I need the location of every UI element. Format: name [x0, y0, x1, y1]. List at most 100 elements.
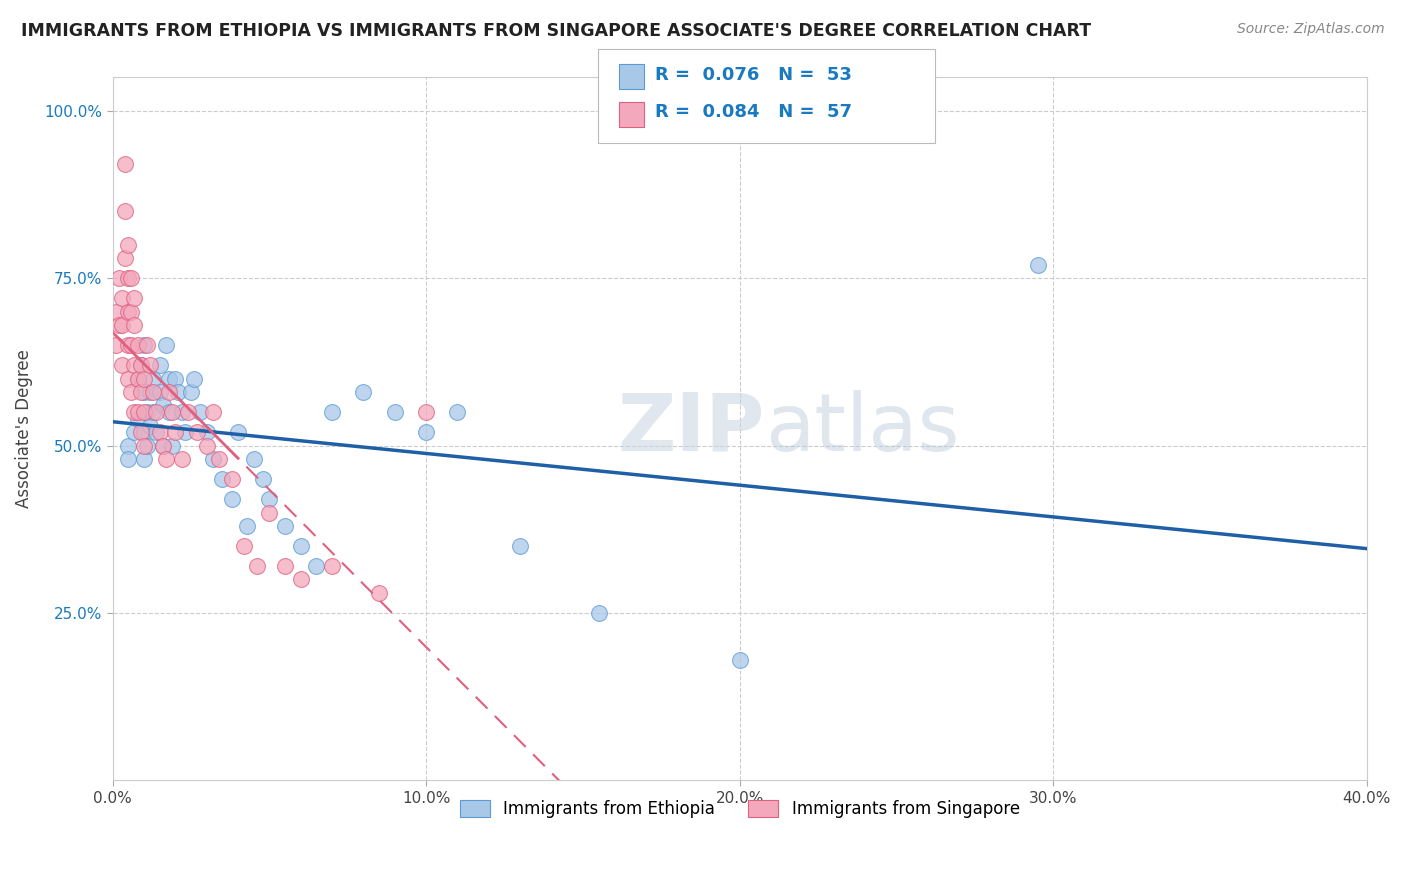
Point	[152, 439, 174, 453]
Point	[368, 586, 391, 600]
Point	[509, 539, 531, 553]
Point	[132, 405, 155, 419]
Point	[446, 405, 468, 419]
Point	[157, 405, 180, 419]
Point	[305, 559, 328, 574]
Point	[201, 405, 224, 419]
Point	[188, 405, 211, 419]
Point	[132, 452, 155, 467]
Point	[415, 425, 437, 440]
Point	[148, 425, 170, 440]
Point	[111, 359, 134, 373]
Point	[117, 304, 139, 318]
Point	[132, 425, 155, 440]
Text: Source: ZipAtlas.com: Source: ZipAtlas.com	[1237, 22, 1385, 37]
Point	[117, 271, 139, 285]
Point	[124, 318, 146, 332]
Text: IMMIGRANTS FROM ETHIOPIA VS IMMIGRANTS FROM SINGAPORE ASSOCIATE'S DEGREE CORRELA: IMMIGRANTS FROM ETHIOPIA VS IMMIGRANTS F…	[21, 22, 1091, 40]
Point	[160, 439, 183, 453]
Point	[259, 492, 281, 507]
Point	[142, 405, 165, 419]
Point	[242, 452, 264, 467]
Point	[170, 452, 193, 467]
Point	[104, 338, 127, 352]
Point	[104, 304, 127, 318]
Point	[274, 559, 297, 574]
Point	[246, 559, 269, 574]
Point	[195, 425, 218, 440]
Point	[588, 606, 610, 620]
Point	[127, 338, 149, 352]
Point	[221, 492, 243, 507]
Point	[165, 425, 187, 440]
Point	[127, 372, 149, 386]
Legend: Immigrants from Ethiopia, Immigrants from Singapore: Immigrants from Ethiopia, Immigrants fro…	[453, 793, 1026, 825]
Point	[117, 439, 139, 453]
Point	[148, 359, 170, 373]
Point	[145, 405, 167, 419]
Point	[136, 338, 159, 352]
Point	[201, 452, 224, 467]
Point	[114, 204, 136, 219]
Point	[728, 653, 751, 667]
Text: R =  0.076   N =  53: R = 0.076 N = 53	[655, 66, 852, 84]
Point	[127, 372, 149, 386]
Point	[290, 539, 312, 553]
Point	[132, 385, 155, 400]
Point	[170, 405, 193, 419]
Point	[120, 385, 142, 400]
Point	[226, 425, 249, 440]
Point	[107, 271, 129, 285]
Point	[132, 338, 155, 352]
Point	[129, 385, 152, 400]
Point	[129, 425, 152, 440]
Point	[152, 399, 174, 413]
Point	[111, 291, 134, 305]
Point	[139, 385, 162, 400]
Point	[173, 425, 195, 440]
Point	[139, 359, 162, 373]
Point	[145, 425, 167, 440]
Point	[114, 251, 136, 265]
Point	[155, 452, 177, 467]
Point	[252, 472, 274, 486]
Point	[352, 385, 374, 400]
Point	[384, 405, 406, 419]
Point	[129, 359, 152, 373]
Point	[120, 338, 142, 352]
Point	[183, 372, 205, 386]
Point	[321, 559, 343, 574]
Point	[142, 385, 165, 400]
Point	[129, 359, 152, 373]
Point	[124, 359, 146, 373]
Point	[180, 385, 202, 400]
Point	[259, 506, 281, 520]
Point	[136, 439, 159, 453]
Point	[132, 439, 155, 453]
Point	[148, 385, 170, 400]
Point	[152, 439, 174, 453]
Point	[142, 372, 165, 386]
Point	[195, 439, 218, 453]
Point	[124, 291, 146, 305]
Point	[117, 452, 139, 467]
Point	[117, 237, 139, 252]
Point	[124, 425, 146, 440]
Point	[321, 405, 343, 419]
Point	[127, 412, 149, 426]
Point	[1026, 258, 1049, 272]
Point	[167, 385, 190, 400]
Point	[136, 405, 159, 419]
Text: R =  0.084   N =  57: R = 0.084 N = 57	[655, 103, 852, 121]
Point	[120, 304, 142, 318]
Point	[155, 338, 177, 352]
Point	[165, 372, 187, 386]
Point	[124, 405, 146, 419]
Point	[415, 405, 437, 419]
Point	[290, 573, 312, 587]
Point	[211, 472, 233, 486]
Point	[274, 519, 297, 533]
Text: ZIP: ZIP	[617, 390, 765, 468]
Point	[120, 271, 142, 285]
Point	[221, 472, 243, 486]
